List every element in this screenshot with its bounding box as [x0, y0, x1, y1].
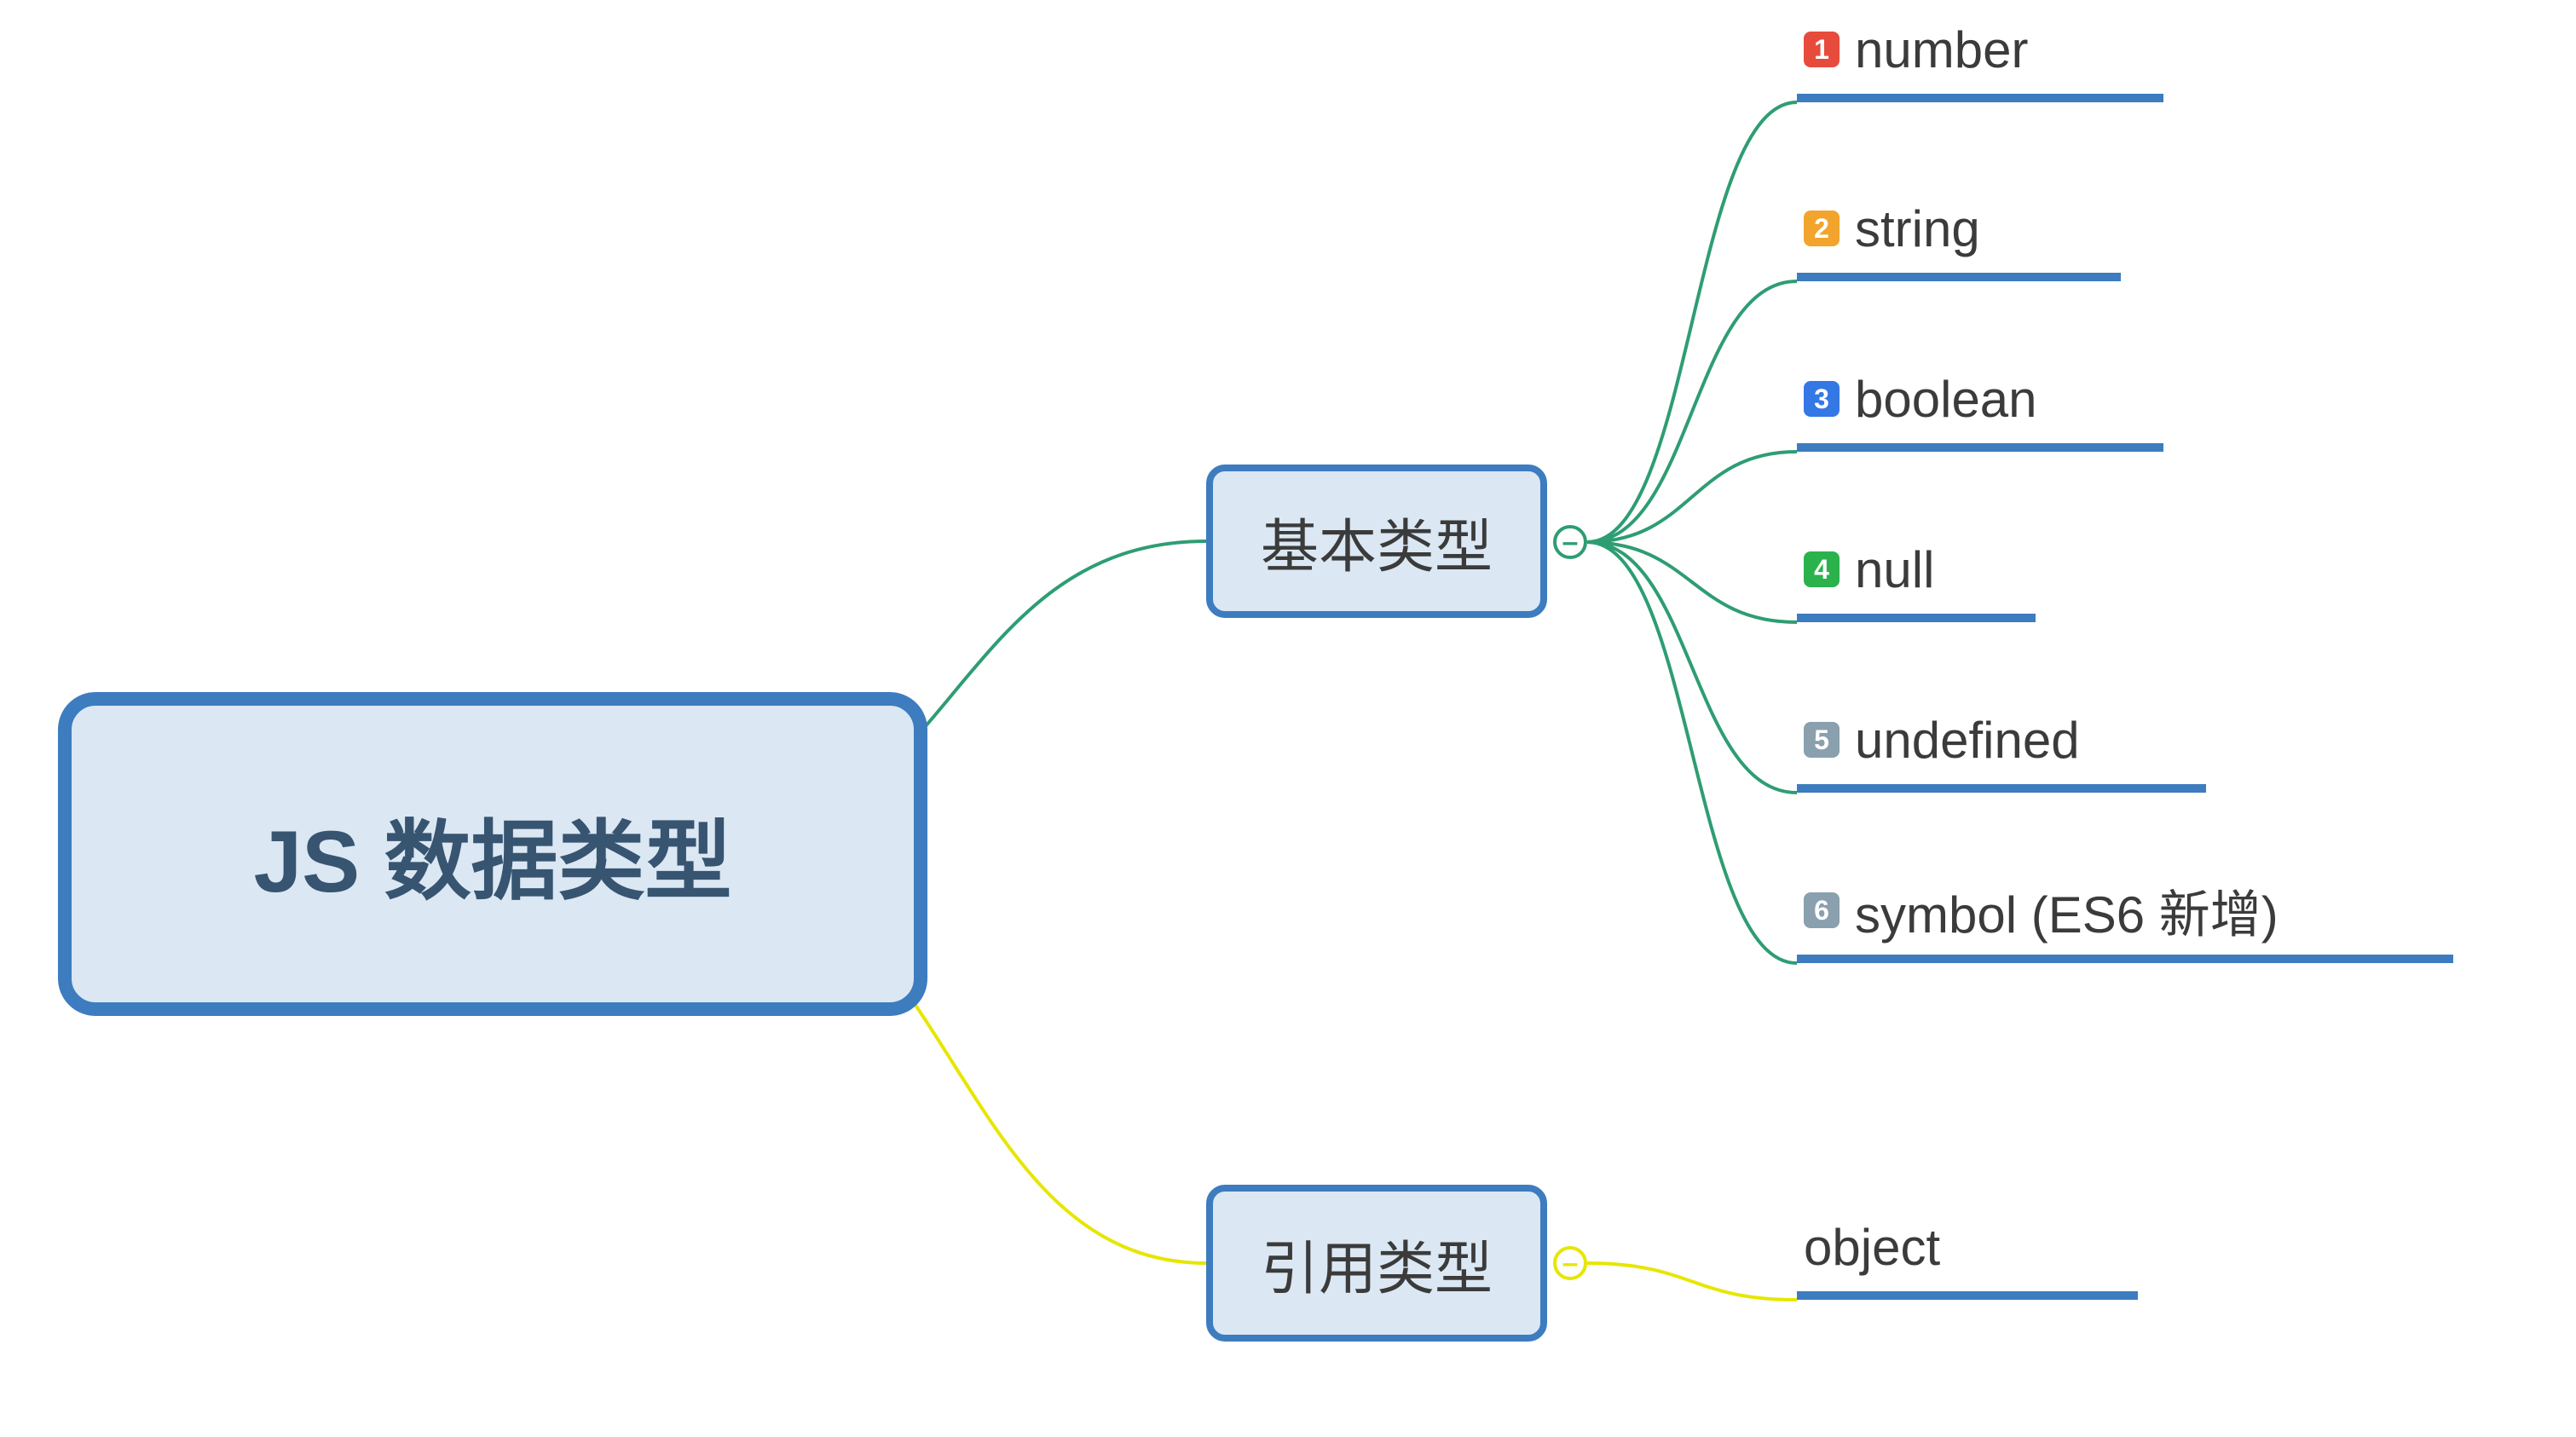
badge-3: 3: [1804, 381, 1840, 417]
badge-6: 6: [1804, 892, 1840, 928]
root-label: JS 数据类型: [253, 792, 731, 917]
leaf-node-null[interactable]: 4 null: [1797, 537, 2036, 622]
leaf-node-undefined[interactable]: 5 undefined: [1797, 707, 2206, 793]
collapse-toggle-reference[interactable]: –: [1553, 1246, 1587, 1280]
branch-node-reference-type[interactable]: 引用类型: [1206, 1185, 1547, 1342]
root-node[interactable]: JS 数据类型: [58, 692, 927, 1016]
badge-5: 5: [1804, 722, 1840, 758]
minus-icon: –: [1562, 1249, 1579, 1278]
mindmap-canvas: JS 数据类型 基本类型 – 引用类型 – 1 number 2 string …: [0, 0, 2576, 1437]
leaf-node-symbol[interactable]: 6 symbol (ES6 新增): [1797, 878, 2453, 963]
leaf-label: undefined: [1855, 711, 2080, 770]
leaf-label: symbol (ES6 新增): [1855, 874, 2279, 948]
leaf-node-number[interactable]: 1 number: [1797, 17, 2163, 102]
leaf-node-boolean[interactable]: 3 boolean: [1797, 366, 2163, 452]
leaf-label: object: [1804, 1218, 1940, 1277]
leaf-label: string: [1855, 199, 1980, 258]
branch-label-reference-type: 引用类型: [1261, 1221, 1493, 1306]
leaf-node-string[interactable]: 2 string: [1797, 196, 2121, 281]
leaf-label: null: [1855, 540, 1934, 599]
branch-label-basic-type: 基本类型: [1261, 499, 1493, 584]
badge-1: 1: [1804, 32, 1840, 67]
leaf-label: boolean: [1855, 370, 2037, 429]
minus-icon: –: [1562, 528, 1579, 557]
leaf-label: number: [1855, 20, 2028, 79]
badge-2: 2: [1804, 211, 1840, 246]
badge-4: 4: [1804, 551, 1840, 587]
branch-node-basic-type[interactable]: 基本类型: [1206, 465, 1547, 618]
leaf-node-object[interactable]: object: [1797, 1215, 2138, 1300]
collapse-toggle-basic[interactable]: –: [1553, 525, 1587, 559]
